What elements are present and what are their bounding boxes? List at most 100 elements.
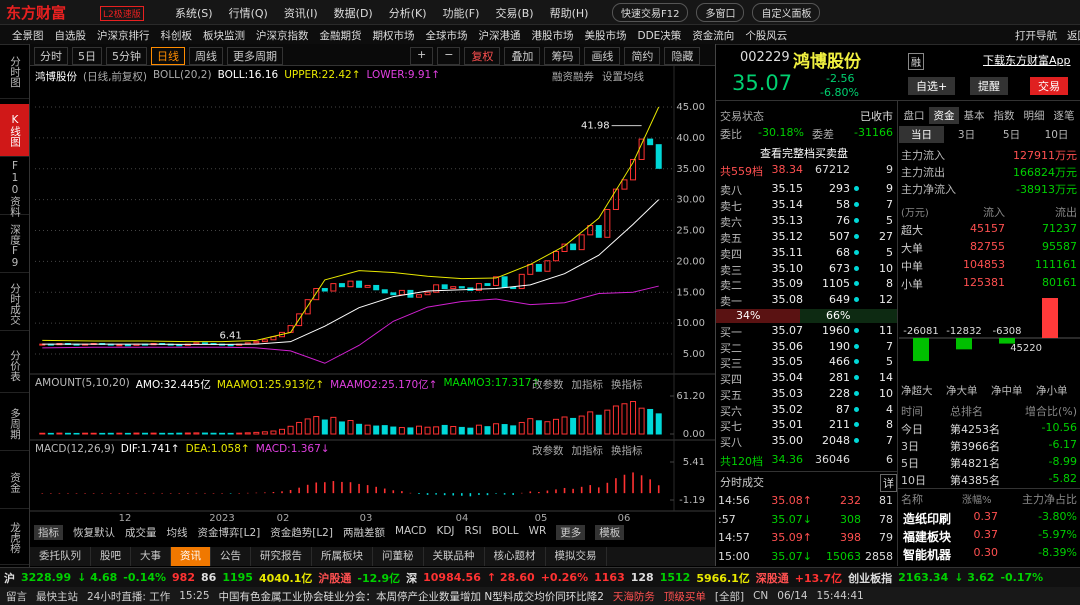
- status-item[interactable]: [全部]: [714, 590, 745, 603]
- menu-item[interactable]: 功能(F): [442, 7, 480, 20]
- indicator-tab[interactable]: 均线: [166, 527, 188, 539]
- info-tab[interactable]: 关联品种: [424, 547, 485, 566]
- side-nav-item[interactable]: F10资料: [0, 160, 29, 217]
- tool-button[interactable]: 简约: [624, 47, 661, 65]
- indicator-tab[interactable]: RSI: [464, 525, 482, 537]
- sector-name[interactable]: 智能机器: [903, 548, 952, 562]
- nav-right-item[interactable]: 返回: [1067, 30, 1080, 42]
- menu-item[interactable]: 系统(S): [175, 7, 213, 20]
- tool-button[interactable]: 画线: [584, 47, 621, 65]
- side-nav-item[interactable]: 龙虎榜: [0, 512, 29, 565]
- fund-period[interactable]: 10日: [1044, 129, 1069, 141]
- side-nav-item[interactable]: 深度F9: [0, 220, 29, 273]
- status-item[interactable]: 最快主站: [36, 590, 78, 603]
- fund-tab[interactable]: 指数: [993, 110, 1015, 122]
- info-tab[interactable]: 公告: [211, 547, 251, 566]
- chart-link[interactable]: 加指标: [571, 379, 604, 391]
- menu-button[interactable]: 自定义面板: [752, 3, 821, 22]
- chart-link[interactable]: 改参数: [532, 379, 564, 391]
- side-nav-item[interactable]: 分时成交: [0, 278, 29, 331]
- indicator-tab[interactable]: 指标: [34, 525, 63, 540]
- menu-item[interactable]: 分析(K): [388, 7, 427, 20]
- fund-tab[interactable]: 基本: [963, 110, 985, 122]
- info-tab[interactable]: 所属板块: [312, 547, 373, 566]
- menu-item[interactable]: 数据(D): [333, 7, 373, 20]
- period-tab[interactable]: 5分钟: [106, 47, 147, 65]
- quote-button[interactable]: 交易: [1030, 77, 1068, 95]
- fund-tab[interactable]: 盘口: [903, 110, 925, 122]
- menu-button[interactable]: 快速交易F12: [612, 3, 689, 22]
- nav-item[interactable]: 港股市场: [531, 30, 574, 42]
- side-nav-item[interactable]: 资金: [0, 456, 29, 509]
- indicator-tab[interactable]: 恢复默认: [73, 527, 115, 539]
- side-nav-item[interactable]: 多周期: [0, 398, 29, 451]
- full-book-link[interactable]: 查看完整档买卖盘: [760, 147, 848, 160]
- period-tab[interactable]: 周线: [189, 47, 223, 65]
- menu-item[interactable]: 交易(B): [495, 7, 534, 20]
- info-tab[interactable]: 大事: [131, 547, 171, 566]
- tool-button[interactable]: 复权: [464, 47, 501, 65]
- fund-period[interactable]: 5日: [1002, 129, 1021, 141]
- side-nav-item[interactable]: K线图: [0, 104, 29, 157]
- side-nav-item[interactable]: 分时图: [0, 46, 29, 99]
- nav-item[interactable]: 沪深京指数: [256, 30, 309, 42]
- nav-right-item[interactable]: 打开导航: [1015, 30, 1057, 42]
- nav-item[interactable]: 沪深港通: [478, 30, 521, 42]
- indicator-tab[interactable]: MACD: [394, 525, 427, 537]
- chart-link[interactable]: 换指标: [611, 379, 643, 391]
- info-tab[interactable]: 委托队列: [30, 547, 91, 566]
- chart-link[interactable]: 加指标: [571, 445, 604, 457]
- info-tab[interactable]: 问董秘: [373, 547, 424, 566]
- nav-item[interactable]: 金融期货: [319, 30, 362, 42]
- info-tab[interactable]: 股吧: [91, 547, 131, 566]
- quote-button[interactable]: 提醒: [970, 77, 1008, 95]
- chart-link[interactable]: 融资融券: [552, 71, 594, 83]
- period-tab[interactable]: 更多周期: [227, 47, 283, 65]
- fund-tab[interactable]: 资金: [929, 107, 959, 124]
- nav-item[interactable]: 期权市场: [372, 30, 415, 42]
- trades-detail[interactable]: 详: [880, 474, 897, 492]
- sector-name[interactable]: 造纸印刷: [903, 512, 952, 526]
- menu-item[interactable]: 行情(Q): [228, 7, 268, 20]
- tool-button[interactable]: 叠加: [504, 47, 541, 65]
- tool-button[interactable]: 隐藏: [664, 47, 701, 65]
- indicator-tab[interactable]: 资金趋势[L2]: [270, 527, 333, 539]
- nav-item[interactable]: DDE决策: [637, 30, 682, 42]
- indicator-tab[interactable]: 两融差额: [342, 527, 385, 539]
- fund-period[interactable]: 当日: [899, 126, 944, 143]
- period-tab[interactable]: 5日: [72, 47, 102, 65]
- status-item[interactable]: 留言: [6, 590, 27, 603]
- nav-item[interactable]: 沪深京排行: [97, 30, 150, 42]
- period-tab[interactable]: 日线: [151, 47, 185, 65]
- fund-tab[interactable]: 明细: [1023, 110, 1045, 122]
- chart-link[interactable]: 改参数: [532, 445, 564, 457]
- nav-item[interactable]: 全球市场: [425, 30, 468, 42]
- menu-item[interactable]: 资讯(I): [283, 7, 318, 20]
- chart-link[interactable]: 设置均线: [602, 71, 644, 83]
- info-tab[interactable]: 核心题材: [485, 547, 546, 566]
- indicator-tab[interactable]: WR: [528, 525, 547, 537]
- indicator-tab[interactable]: 模板: [595, 525, 625, 540]
- nav-item[interactable]: 资金流向: [692, 30, 735, 42]
- indicator-tab[interactable]: 成交量: [125, 527, 157, 539]
- indicator-tab[interactable]: 资金博弈[L2]: [197, 527, 261, 539]
- tool-button[interactable]: 筹码: [544, 47, 581, 65]
- fund-period[interactable]: 3日: [957, 129, 976, 141]
- status-item[interactable]: 24小时直播: 工作: [87, 590, 171, 603]
- info-tab[interactable]: 资讯: [171, 547, 211, 566]
- side-nav-item[interactable]: 分价表: [0, 340, 29, 393]
- nav-item[interactable]: 科创板: [160, 30, 193, 42]
- indicator-tab[interactable]: KDJ: [436, 525, 455, 537]
- nav-item[interactable]: 自选股: [54, 30, 87, 42]
- nav-item[interactable]: 个股风云: [745, 30, 788, 42]
- chart-link[interactable]: 换指标: [611, 445, 643, 457]
- menu-button[interactable]: 多窗口: [696, 3, 745, 22]
- period-tab[interactable]: 分时: [34, 47, 68, 65]
- quote-button[interactable]: 自选+: [908, 77, 956, 95]
- sector-name[interactable]: 福建板块: [903, 530, 952, 544]
- nav-item[interactable]: 全景图: [12, 30, 44, 42]
- menu-item[interactable]: 帮助(H): [549, 7, 589, 20]
- nav-item[interactable]: 板块监测: [203, 30, 245, 42]
- info-tab[interactable]: 模拟交易: [546, 547, 607, 566]
- indicator-tab[interactable]: 更多: [556, 525, 586, 540]
